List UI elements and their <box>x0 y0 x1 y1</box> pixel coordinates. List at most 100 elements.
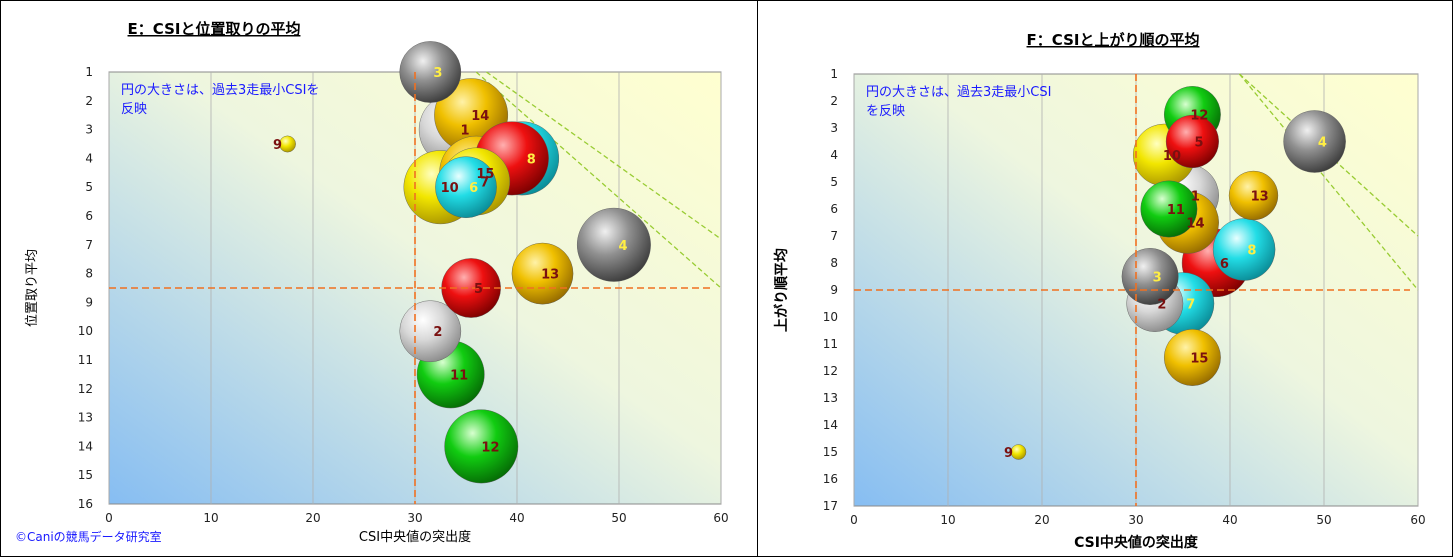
y-tick-label: 14 <box>823 418 838 432</box>
chart-panel-f: F：CSIと上がり順の平均 0 10 20 30 40 50 60 1 2 3 4 5 6 7 8 9 10 11 1… <box>757 0 1453 557</box>
note-text: 円の大きさは、過去3走最小CSI <box>866 85 1051 100</box>
bubble-label-6: 6 <box>469 181 478 196</box>
bubble-3 <box>1121 248 1179 305</box>
x-tick-label: 10 <box>940 513 955 527</box>
y-tick-label: 15 <box>78 468 93 482</box>
bubble-label-13: 13 <box>1251 190 1269 205</box>
bubble-label-12: 12 <box>1190 109 1208 124</box>
bubble-label-2: 2 <box>1157 298 1166 313</box>
chart-panel-e: E：CSIと位置取りの平均 0 10 20 30 40 50 60 1 2 3 4 5 6 7 8 9 10 11 1… <box>0 0 760 557</box>
y-tick-label: 1 <box>85 65 93 79</box>
bubble-label-14: 14 <box>1186 217 1204 232</box>
x-tick-label: 50 <box>611 511 626 525</box>
note-text: を反映 <box>866 104 905 119</box>
bubble-9 <box>1010 444 1027 460</box>
chart-title: E：CSIと位置取りの平均 <box>128 20 301 38</box>
y-tick-label: 7 <box>85 238 93 252</box>
trend-line <box>1238 73 1419 291</box>
bubble-label-14: 14 <box>471 109 489 124</box>
bubble-label-1: 1 <box>460 124 469 139</box>
bubble-label-12: 12 <box>481 440 499 455</box>
x-tick-label: 30 <box>407 511 422 525</box>
bubble-label-13: 13 <box>541 268 559 283</box>
y-tick-label: 3 <box>85 123 93 137</box>
bubble-label-8: 8 <box>1247 244 1256 259</box>
bubble-label-5: 5 <box>474 282 483 297</box>
y-tick-label: 8 <box>830 256 838 270</box>
bubble-label-15: 15 <box>476 167 494 182</box>
y-tick-label: 6 <box>85 209 93 223</box>
bubble-4 <box>576 207 651 282</box>
y-tick-label: 17 <box>823 499 838 513</box>
y-tick-label: 5 <box>830 175 838 189</box>
note-text: 円の大きさは、過去3走最小CSIを <box>121 83 319 98</box>
x-tick-label: 40 <box>509 511 524 525</box>
bubble-15 <box>1163 329 1221 386</box>
y-tick-label: 4 <box>85 151 93 165</box>
x-tick-label: 50 <box>1316 513 1331 527</box>
bubble-label-4: 4 <box>619 239 628 254</box>
bubble-label-8: 8 <box>527 152 536 167</box>
y-tick-label: 13 <box>78 411 93 425</box>
chart-title: F：CSIと上がり順の平均 <box>1027 31 1200 49</box>
y-tick-label: 10 <box>823 310 838 324</box>
y-tick-label: 2 <box>85 94 93 108</box>
bubble-label-15: 15 <box>1190 352 1208 367</box>
bubble-label-9: 9 <box>273 138 282 153</box>
y-tick-label: 15 <box>823 445 838 459</box>
y-axis-label: 上がり順平均 <box>773 248 790 332</box>
x-tick-label: 60 <box>1410 513 1425 527</box>
bubble-label-9: 9 <box>1004 446 1013 461</box>
x-tick-label: 40 <box>1222 513 1237 527</box>
y-tick-label: 16 <box>823 472 838 486</box>
y-tick-label: 2 <box>830 94 838 108</box>
x-tick-label: 0 <box>850 513 858 527</box>
y-tick-label: 11 <box>78 353 93 367</box>
y-tick-label: 3 <box>830 121 838 135</box>
y-tick-label: 13 <box>823 391 838 405</box>
bubble-6 <box>435 156 497 218</box>
bubble-label-2: 2 <box>433 325 442 340</box>
bubble-label-5: 5 <box>1194 136 1203 151</box>
bubble-label-10: 10 <box>441 181 459 196</box>
bubble-3 <box>399 41 462 103</box>
note-text: 反映 <box>121 102 147 117</box>
bubble-label-4: 4 <box>1318 136 1327 151</box>
bubble-label-6: 6 <box>1220 257 1229 272</box>
bubble-8 <box>1212 218 1276 281</box>
y-tick-label: 9 <box>85 295 93 309</box>
y-tick-label: 14 <box>78 439 93 453</box>
bubble-label-11: 11 <box>1167 203 1185 218</box>
bubble-label-3: 3 <box>1153 271 1162 286</box>
bubble-13 <box>1228 170 1279 221</box>
bubble-5 <box>1165 114 1219 169</box>
bubble-label-7: 7 <box>1186 298 1195 313</box>
y-tick-label: 1 <box>830 67 838 81</box>
x-tick-label: 30 <box>1128 513 1143 527</box>
x-tick-label: 20 <box>305 511 320 525</box>
y-tick-label: 12 <box>823 364 838 378</box>
y-axis-label: 位置取り平均 <box>25 249 40 327</box>
bubble-11 <box>1140 180 1198 238</box>
bubble-12 <box>444 409 519 484</box>
x-tick-label: 20 <box>1034 513 1049 527</box>
bubble-label-7: 7 <box>480 175 489 190</box>
bubble-label-1: 1 <box>1191 190 1200 205</box>
x-tick-label: 0 <box>105 511 113 525</box>
y-tick-label: 4 <box>830 148 838 162</box>
y-tick-label: 10 <box>78 324 93 338</box>
y-tick-label: 7 <box>830 229 838 243</box>
bubble-label-3: 3 <box>433 66 442 81</box>
y-tick-label: 11 <box>823 337 838 351</box>
x-tick-label: 10 <box>203 511 218 525</box>
x-axis-label: CSI中央値の突出度 <box>1074 534 1199 551</box>
credit-text: ©Caniの競馬データ研究室 <box>15 529 162 544</box>
x-tick-label: 60 <box>713 511 728 525</box>
bubble-9 <box>279 135 296 153</box>
y-tick-label: 16 <box>78 497 93 511</box>
y-tick-label: 5 <box>85 180 93 194</box>
bubble-4 <box>1283 110 1346 173</box>
y-tick-label: 8 <box>85 267 93 281</box>
y-tick-label: 9 <box>830 283 838 297</box>
